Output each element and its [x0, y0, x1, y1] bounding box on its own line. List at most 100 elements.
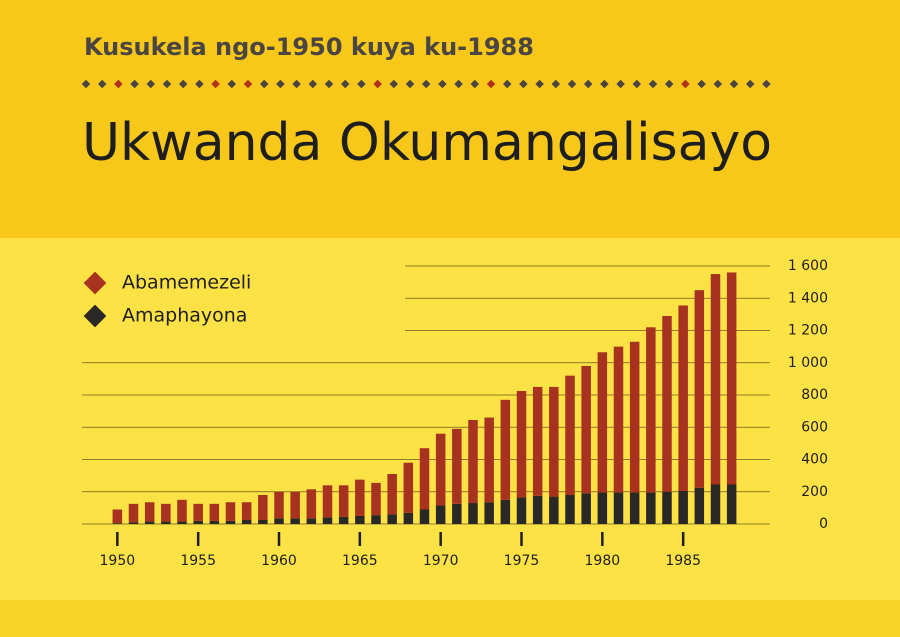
bar-segment	[225, 520, 236, 524]
diamond	[292, 79, 301, 89]
diamond	[405, 79, 415, 89]
bar-segment	[338, 485, 349, 517]
bar-segment	[144, 502, 155, 522]
bar-segment	[128, 522, 139, 524]
x-tick-label: 1970	[423, 553, 459, 569]
legend-label: Amaphayona	[122, 305, 247, 327]
diamond	[178, 79, 188, 89]
diamond	[357, 79, 366, 89]
bar-segment	[484, 417, 494, 503]
y-tick-label: 400	[801, 452, 828, 468]
bar-segment	[161, 521, 171, 524]
bar-segment	[355, 515, 365, 524]
diamond	[276, 79, 285, 89]
bar-segment	[241, 519, 252, 524]
x-tick-label: 1950	[100, 553, 136, 569]
diamond	[81, 79, 91, 89]
diamond	[227, 79, 237, 89]
bar-segment	[549, 496, 559, 524]
diamond	[373, 79, 382, 89]
diamond	[259, 79, 269, 89]
bar-segment	[629, 492, 640, 524]
diamond	[454, 79, 463, 89]
bar-segment	[355, 479, 365, 516]
bar-segment	[532, 386, 543, 496]
bar-segment	[209, 520, 220, 524]
bar-segment	[258, 519, 268, 524]
bar-segment	[484, 502, 494, 524]
bar-segment	[128, 503, 139, 523]
y-tick-label: 800	[801, 387, 828, 403]
bar-segment	[516, 497, 527, 524]
diamond	[324, 79, 334, 89]
diamond	[97, 79, 107, 89]
y-tick-label: 200	[801, 484, 828, 500]
diamond	[502, 79, 512, 89]
bar-segment	[662, 315, 672, 492]
chart-subtitle: Kusukela ngo-1950 kuya ku-1988	[84, 33, 534, 61]
bar-segment	[646, 327, 656, 493]
bar-segment	[338, 516, 349, 524]
bar-segment	[258, 494, 268, 520]
bar-segment	[225, 502, 236, 521]
bar-segment	[419, 509, 430, 524]
diamond	[195, 79, 204, 89]
bar-segment	[177, 521, 187, 524]
bar-segment	[371, 515, 381, 524]
bar-segment	[678, 490, 688, 524]
diamond	[243, 79, 253, 89]
bar-segment	[209, 503, 220, 521]
diamond	[211, 79, 220, 89]
bar-segment	[500, 499, 511, 524]
bar-segment	[435, 505, 446, 524]
bar-segment	[435, 433, 446, 506]
bar-segment	[565, 494, 575, 524]
x-tick-label: 1985	[665, 553, 701, 569]
bar-segment	[193, 520, 203, 524]
bar-segment	[306, 489, 317, 519]
diamond	[486, 79, 496, 89]
diamond	[470, 79, 480, 89]
bar-segment	[403, 512, 414, 524]
diamond	[308, 79, 318, 89]
bar-segment	[613, 492, 624, 524]
bar-segment	[419, 448, 430, 510]
bar-segment	[161, 503, 171, 522]
bar-segment	[241, 502, 252, 520]
y-tick-label: 1 400	[788, 290, 828, 306]
bar-segment	[306, 518, 317, 524]
bar-segment	[322, 485, 333, 518]
legend-label: Abamemezeli	[122, 272, 251, 294]
bar-segment	[694, 290, 705, 488]
bar-segment	[516, 390, 527, 498]
diamond	[130, 79, 139, 89]
y-tick-label: 600	[801, 419, 828, 435]
y-tick-label: 0	[819, 516, 828, 532]
bar-segment	[112, 523, 123, 524]
x-tick-label: 1965	[342, 553, 378, 569]
x-tick-label: 1960	[261, 553, 297, 569]
bar-segment	[403, 462, 414, 513]
diamond	[438, 79, 447, 89]
bar-segment	[581, 493, 591, 524]
bar-segment	[193, 503, 203, 521]
diamond	[340, 79, 350, 89]
y-tick-label: 1 000	[788, 355, 828, 371]
bar-segment	[581, 365, 591, 494]
bar-segment	[290, 518, 300, 524]
chart-title: Ukwanda Okumangalisayo	[82, 113, 772, 173]
bar-segment	[452, 503, 462, 524]
bar-segment	[290, 491, 300, 519]
bar-segment	[468, 419, 478, 504]
bar-segment	[726, 484, 737, 524]
bar-segment	[662, 491, 672, 524]
x-tick-label: 1955	[180, 553, 216, 569]
bar-segment	[371, 482, 381, 516]
y-tick-label: 1 600	[788, 258, 828, 274]
bar-segment	[452, 428, 462, 504]
bar-segment	[678, 305, 688, 491]
bar-segment	[710, 274, 721, 485]
bar-segment	[597, 352, 608, 493]
bar-segment	[274, 491, 284, 519]
